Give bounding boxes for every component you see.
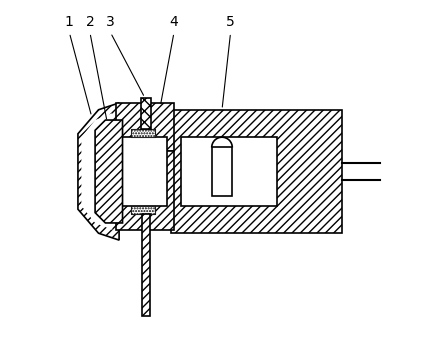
Bar xyxy=(119,137,167,206)
Polygon shape xyxy=(131,206,155,214)
Polygon shape xyxy=(131,129,155,137)
Text: 5: 5 xyxy=(226,15,235,29)
Bar xyxy=(141,98,151,129)
Polygon shape xyxy=(81,113,112,230)
Text: 4: 4 xyxy=(170,15,178,29)
Bar xyxy=(131,129,155,137)
Bar xyxy=(212,147,232,196)
Text: 1: 1 xyxy=(65,15,74,29)
Polygon shape xyxy=(78,103,119,240)
Text: 2: 2 xyxy=(86,15,94,29)
Bar xyxy=(170,110,342,233)
Bar xyxy=(116,151,174,230)
Polygon shape xyxy=(95,120,123,223)
Bar xyxy=(143,214,150,316)
Text: 3: 3 xyxy=(106,15,115,29)
Bar xyxy=(116,103,174,151)
Bar xyxy=(131,206,155,214)
Bar xyxy=(181,137,277,206)
